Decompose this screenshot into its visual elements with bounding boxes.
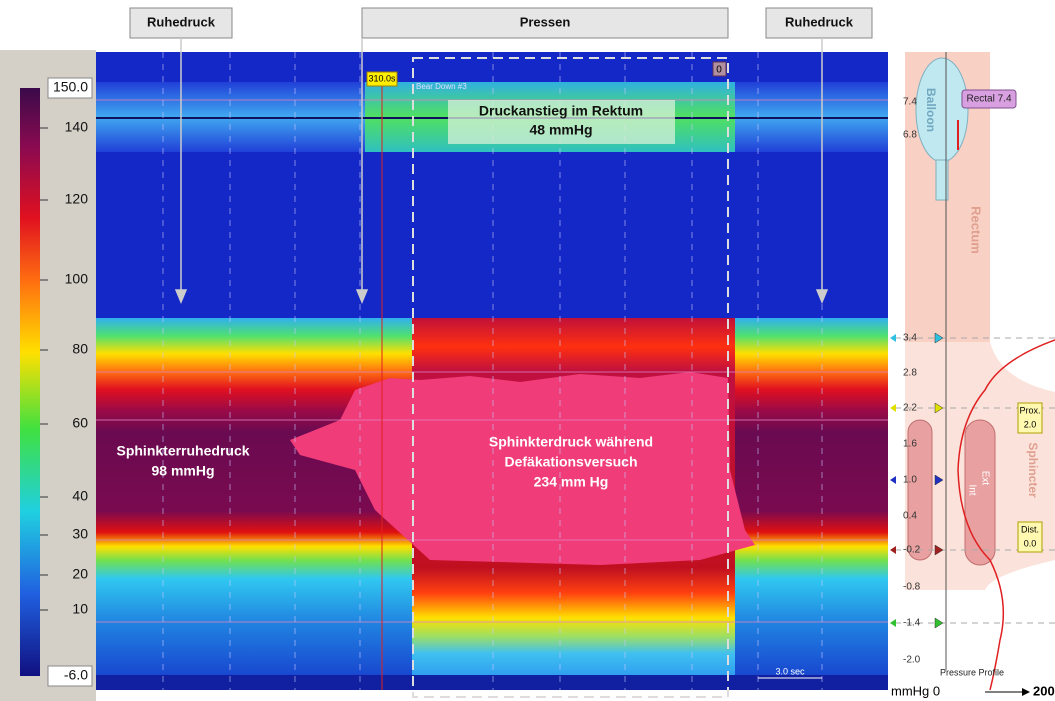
annotation: 234 mm Hg [534, 474, 609, 490]
profile-panel: Rectal 7.4 Balloon Rectum Sphincter Ext … [888, 52, 1055, 698]
prox-label: Prox. [1019, 405, 1040, 415]
heatmap-footer [96, 675, 888, 690]
rectal-label: Rectal 7.4 [966, 94, 1011, 105]
scale-label: -6.0 [64, 667, 88, 683]
position-label: -0.8 [903, 582, 921, 593]
scale-label: 140 [65, 119, 89, 135]
rectum-label: Rectum [969, 206, 984, 254]
sphincter-label: Sphincter [1026, 442, 1040, 498]
annotation: Defäkationsversuch [504, 454, 637, 470]
balloon [916, 58, 968, 162]
page: Ruhedruck Pressen Ruhedruck 150.0 140 120 1… [0, 0, 1055, 701]
position-label: 7.4 [903, 97, 917, 108]
profile-caption: Pressure Profile [940, 667, 1004, 677]
scale-label: 80 [72, 341, 88, 357]
scale-label: 30 [72, 526, 88, 542]
header-label: Ruhedruck [785, 14, 854, 29]
screen: Ruhedruck Pressen Ruhedruck 150.0 140 120 1… [0, 0, 1055, 701]
ext-label: Ext [979, 471, 990, 486]
scale-label: 10 [72, 601, 88, 617]
scale-label: 150.0 [53, 79, 88, 95]
position-label: 1.0 [903, 475, 917, 486]
balloon-label: Balloon [924, 88, 938, 132]
scale-label: 40 [72, 488, 88, 504]
scale-label: 120 [65, 191, 89, 207]
color-scale [20, 88, 40, 676]
header-label: Ruhedruck [147, 14, 216, 29]
position-label: 2.8 [903, 368, 917, 379]
position-label: -2.0 [903, 655, 921, 666]
axis-start: mmHg 0 [891, 683, 940, 698]
event-id: 0 [716, 65, 722, 76]
position-label: 1.6 [903, 439, 917, 450]
position-label: -0.2 [903, 545, 921, 556]
header-label: Pressen [520, 14, 571, 29]
annotation: Sphinkterruhedruck [116, 443, 249, 459]
annotation: 98 mmHg [151, 463, 214, 479]
position-label: 2.2 [903, 403, 917, 414]
scale-bar-label: 3.0 sec [775, 666, 805, 676]
scale-label: 20 [72, 566, 88, 582]
annotation: 48 mmHg [529, 122, 592, 138]
position-label: 6.8 [903, 130, 917, 141]
annotation: Sphinkterdruck während [489, 434, 653, 450]
position-label: -1.4 [903, 618, 921, 629]
position-label: 3.4 [903, 333, 917, 344]
heatmap: 310.0s Bear Down #3 0 3.0 sec Druckansti… [96, 52, 888, 697]
marker-time: 310.0s [368, 73, 396, 83]
scale-label: 60 [72, 415, 88, 431]
event-label: Bear Down #3 [416, 82, 467, 91]
position-label: 0.4 [903, 511, 917, 522]
axis-end: 200 [1033, 683, 1055, 698]
int-label: Int [966, 484, 977, 495]
header: Ruhedruck Pressen Ruhedruck [130, 8, 872, 38]
dist-value: 0.0 [1024, 538, 1037, 548]
scale-label: 100 [65, 271, 89, 287]
dist-label: Dist. [1021, 524, 1039, 534]
annotation: Druckanstieg im Rektum [479, 103, 643, 119]
prox-value: 2.0 [1024, 419, 1037, 429]
